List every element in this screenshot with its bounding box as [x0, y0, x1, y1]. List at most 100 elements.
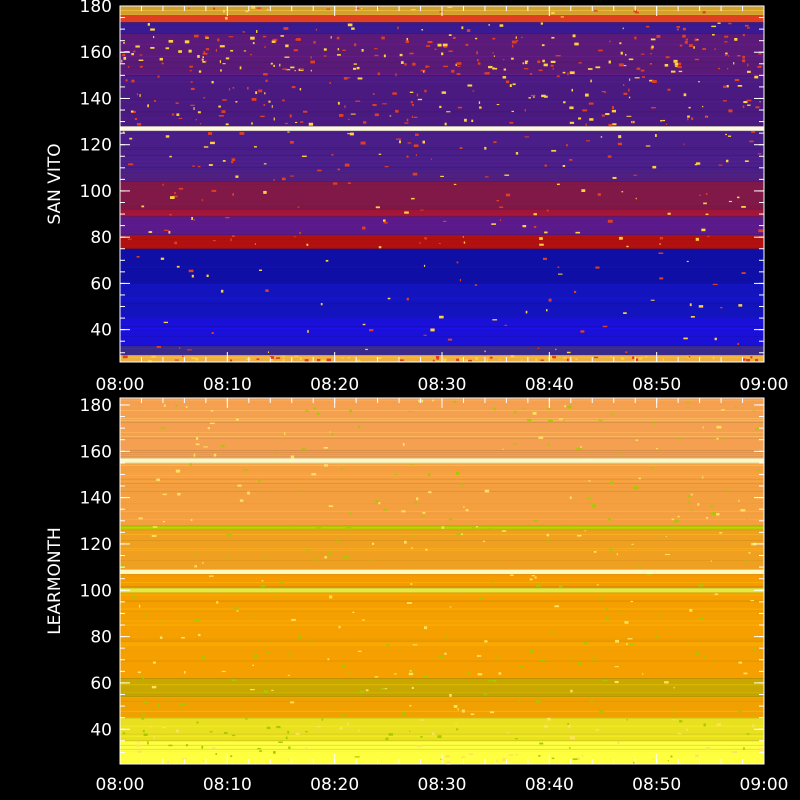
burst-speckle — [185, 744, 189, 747]
burst-speckle — [522, 225, 527, 228]
band-striation — [120, 320, 764, 322]
burst-speckle — [460, 533, 463, 536]
burst-speckle — [394, 473, 397, 475]
burst-speckle — [501, 530, 507, 532]
burst-speckle — [652, 165, 657, 169]
burst-speckle — [327, 658, 330, 661]
band-striation — [120, 462, 764, 464]
band-striation — [120, 518, 764, 520]
burst-speckle — [632, 120, 634, 124]
burst-speckle — [544, 231, 548, 234]
burst-speckle — [369, 329, 374, 332]
burst-speckle — [181, 636, 185, 639]
burst-speckle — [205, 37, 209, 39]
burst-speckle — [634, 77, 640, 79]
burst-speckle — [514, 410, 517, 413]
burst-speckle — [190, 87, 195, 90]
burst-speckle — [310, 69, 312, 72]
burst-speckle — [195, 119, 197, 121]
burst-speckle — [628, 88, 630, 92]
burst-speckle — [220, 69, 222, 72]
burst-speckle — [374, 54, 379, 57]
burst-speckle — [474, 284, 478, 286]
burst-speckle — [716, 425, 722, 429]
burst-speckle — [682, 34, 686, 38]
burst-speckle — [457, 106, 462, 109]
burst-speckle — [338, 626, 341, 629]
burst-speckle — [141, 205, 145, 208]
burst-speckle — [524, 109, 526, 112]
burst-speckle — [160, 621, 163, 624]
burst-speckle — [475, 357, 479, 360]
burst-speckle — [251, 6, 256, 9]
burst-speckle — [546, 540, 550, 543]
burst-speckle — [308, 122, 314, 126]
burst-speckle — [430, 158, 432, 160]
burst-speckle — [287, 654, 292, 657]
x-tick-label: 08:10 — [203, 775, 252, 795]
burst-speckle — [540, 359, 545, 361]
burst-speckle — [349, 512, 352, 515]
burst-speckle — [499, 219, 502, 221]
burst-speckle — [271, 105, 273, 108]
burst-speckle — [202, 52, 208, 55]
burst-speckle — [267, 351, 269, 353]
burst-speckle — [496, 658, 499, 660]
band-striation — [120, 436, 764, 437]
burst-speckle — [488, 680, 493, 682]
burst-speckle — [362, 226, 366, 230]
burst-speckle — [436, 357, 439, 360]
burst-speckle — [156, 346, 162, 348]
burst-speckle — [502, 76, 507, 79]
burst-speckle — [724, 35, 729, 38]
burst-speckle — [310, 56, 312, 59]
burst-speckle — [175, 405, 178, 407]
burst-speckle — [548, 298, 552, 302]
burst-speckle — [461, 26, 464, 30]
band-striation — [120, 347, 764, 349]
burst-speckle — [147, 23, 150, 26]
burst-speckle — [135, 45, 140, 48]
burst-speckle — [313, 41, 316, 44]
burst-speckle — [457, 708, 459, 711]
burst-speckle — [551, 36, 555, 39]
burst-speckle — [421, 29, 424, 31]
burst-speckle — [554, 605, 560, 608]
y-axis-title: SAN VITO — [45, 143, 65, 224]
burst-speckle — [505, 193, 511, 197]
burst-speckle — [441, 91, 447, 94]
burst-speckle — [542, 59, 545, 63]
x-tick-label: 08:30 — [418, 375, 467, 395]
burst-speckle — [299, 88, 302, 91]
burst-speckle — [636, 9, 639, 12]
burst-speckle — [456, 728, 459, 731]
band-striation — [120, 450, 764, 451]
burst-speckle — [203, 446, 208, 448]
burst-speckle — [150, 28, 155, 31]
burst-speckle — [635, 439, 639, 441]
burst-speckle — [178, 117, 183, 119]
burst-speckle — [622, 84, 625, 86]
burst-speckle — [623, 92, 628, 95]
burst-speckle — [503, 68, 507, 71]
burst-speckle — [665, 536, 667, 538]
burst-speckle — [555, 55, 561, 57]
burst-speckle — [225, 123, 229, 126]
burst-speckle — [656, 448, 658, 450]
band-striation — [120, 99, 764, 101]
band-striation — [120, 620, 764, 622]
burst-speckle — [629, 78, 631, 81]
burst-speckle — [316, 358, 321, 362]
burst-speckle — [316, 412, 320, 416]
burst-speckle — [260, 584, 266, 587]
band-striation — [120, 274, 764, 276]
spectrum-band — [120, 462, 764, 526]
burst-speckle — [671, 518, 675, 521]
burst-speckle — [294, 235, 296, 238]
burst-speckle — [406, 118, 409, 122]
burst-speckle — [290, 175, 294, 177]
burst-speckle — [215, 753, 218, 755]
band-striation — [120, 510, 764, 512]
burst-speckle — [488, 65, 493, 69]
burst-speckle — [751, 131, 756, 133]
